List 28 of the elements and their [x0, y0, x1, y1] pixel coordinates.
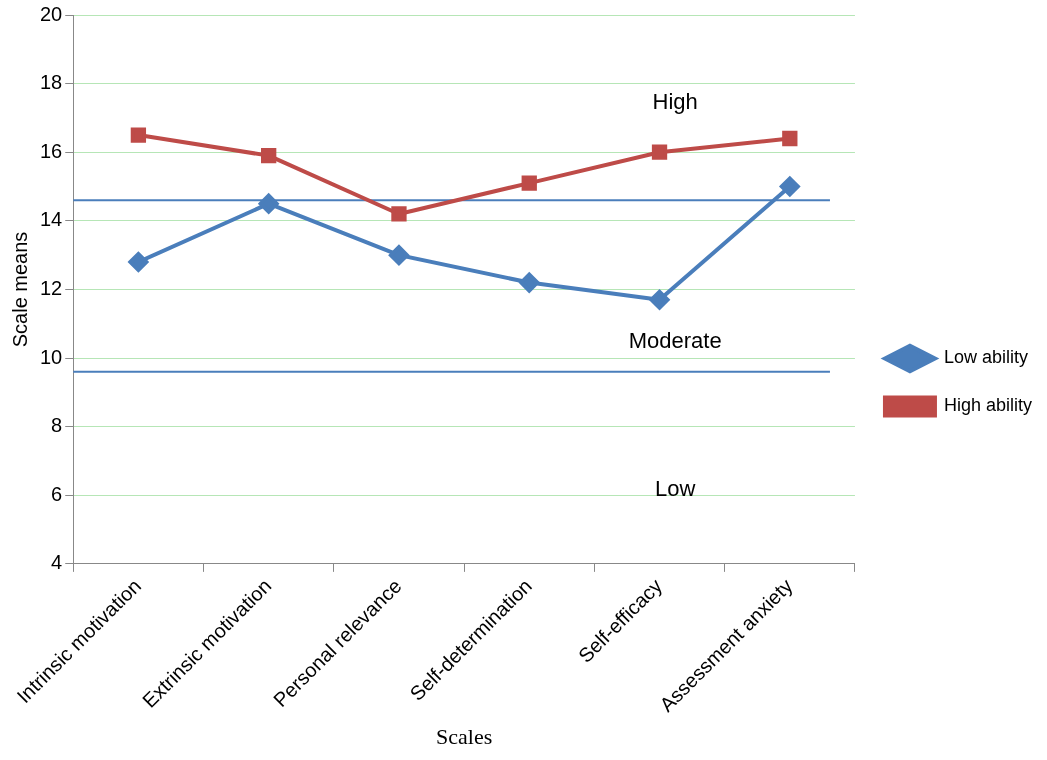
- y-tick-label: 18: [40, 71, 63, 94]
- y-tick-label: 4: [51, 551, 63, 574]
- point: [782, 130, 798, 147]
- point: [519, 272, 540, 293]
- x-axis-title: Scales: [436, 723, 493, 749]
- point: [261, 147, 277, 164]
- point: [388, 245, 409, 266]
- annotation: Moderate: [628, 327, 722, 353]
- point: [391, 206, 407, 222]
- y-tick-label: 14: [40, 208, 63, 231]
- point: [779, 176, 800, 197]
- y-tick-label: 20: [40, 2, 63, 25]
- y-axis-title: Scale means: [8, 231, 31, 348]
- y-tick-label: 6: [51, 482, 63, 505]
- point: [258, 193, 279, 214]
- point: [128, 251, 149, 272]
- legend-label: High ability: [943, 395, 1033, 416]
- annotation: High: [652, 88, 698, 114]
- y-tick-label: 10: [40, 345, 63, 368]
- point: [649, 289, 670, 310]
- point: [521, 175, 537, 191]
- point: [651, 144, 668, 160]
- legend-label: Low ability: [943, 347, 1029, 368]
- y-tick-label: 8: [51, 414, 63, 437]
- point: [130, 127, 147, 143]
- y-tick-label: 12: [40, 276, 63, 299]
- annotation: Low: [654, 475, 696, 501]
- y-tick-label: 16: [40, 139, 63, 162]
